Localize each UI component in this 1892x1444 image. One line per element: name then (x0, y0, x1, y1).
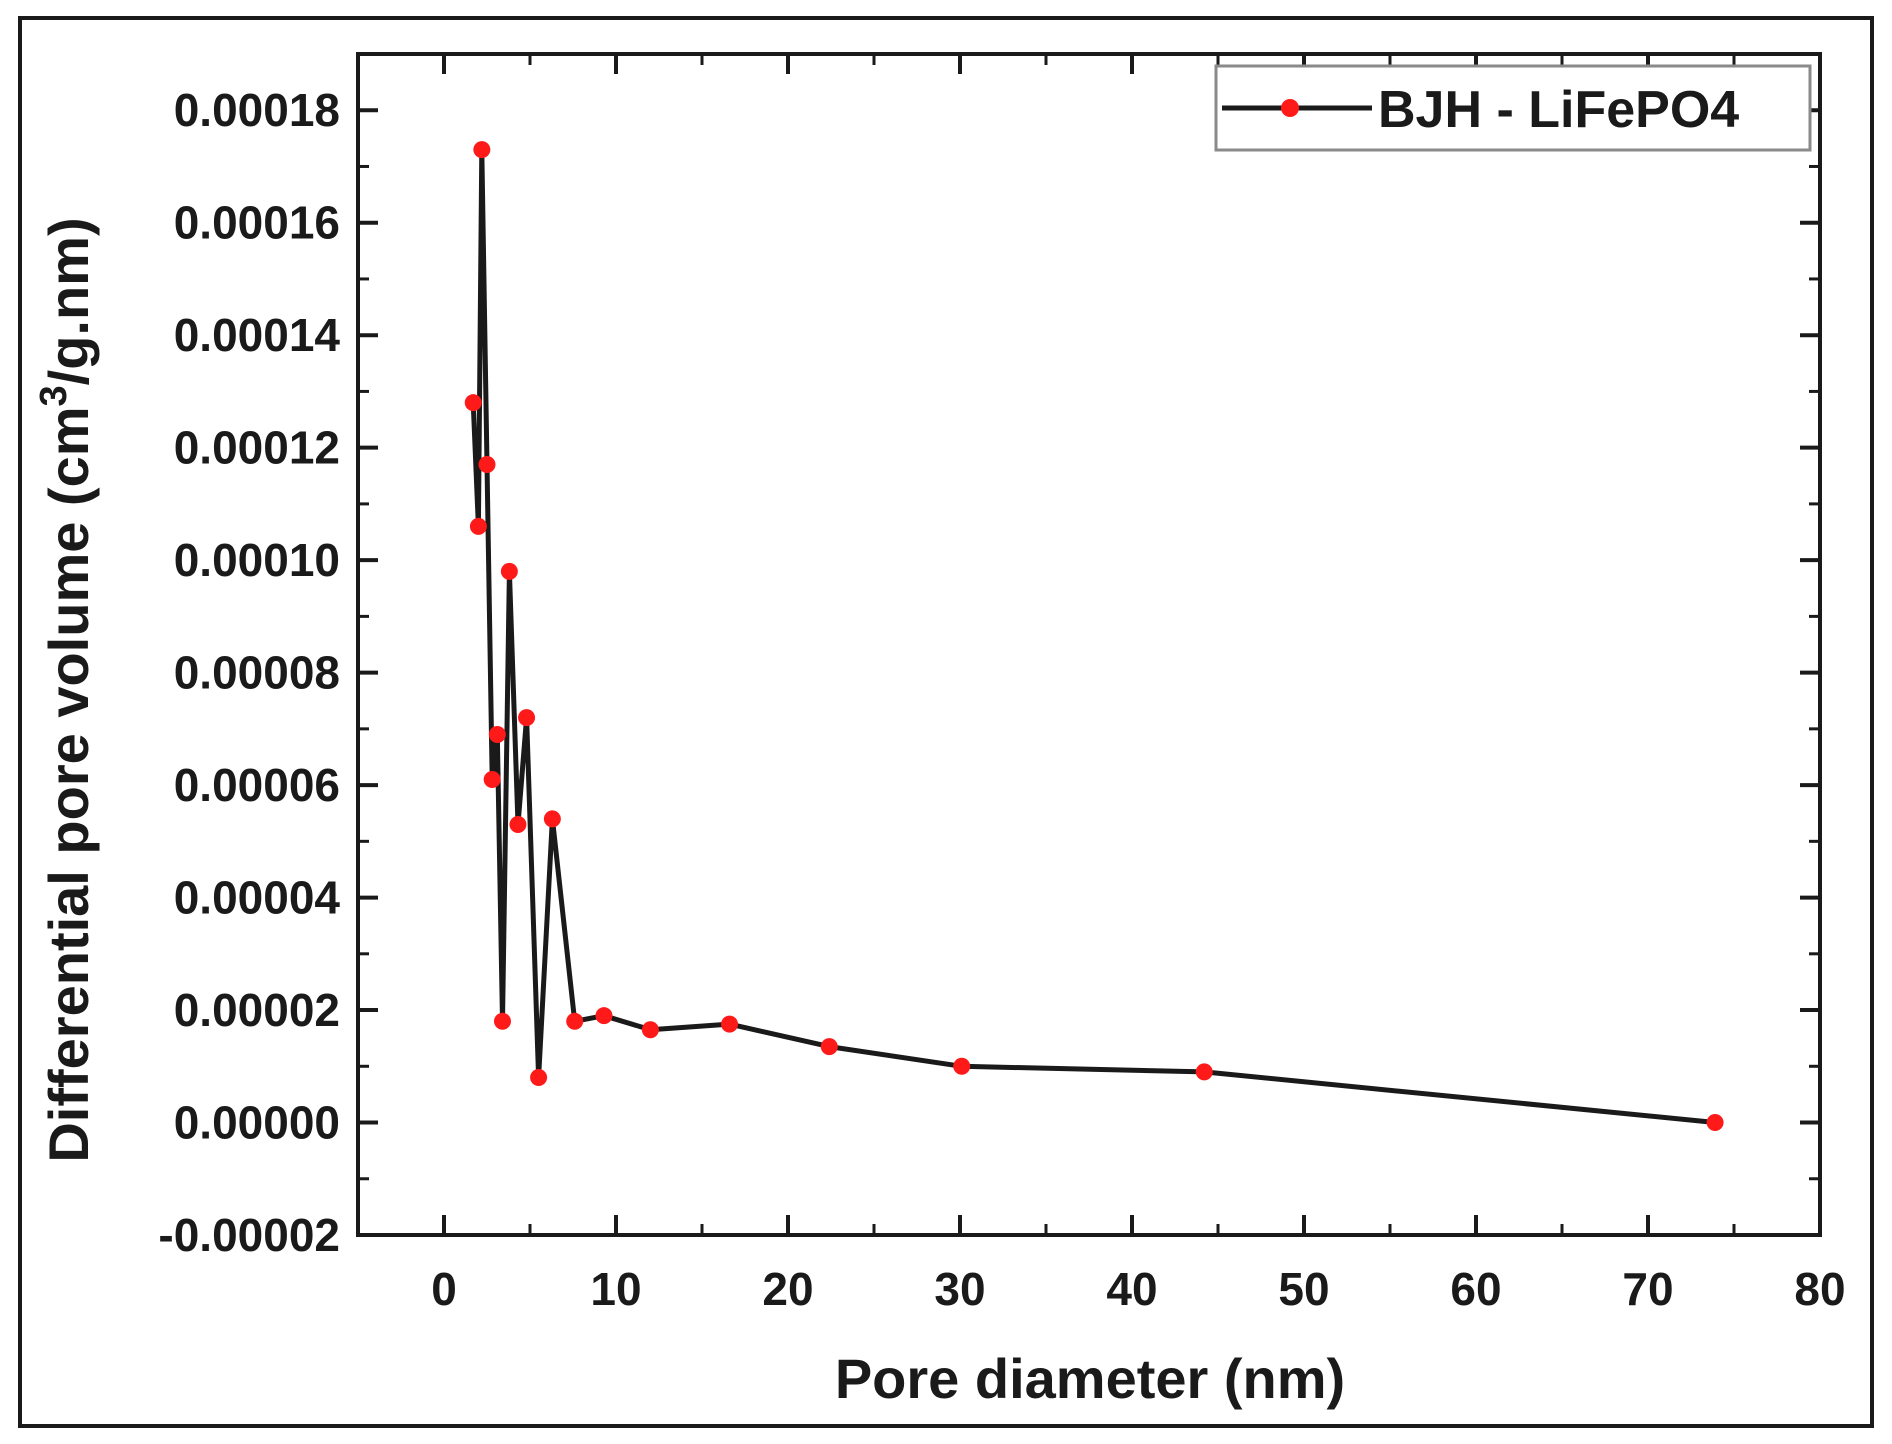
y-axis-title: Differential pore volume (cm3/g.nm) (33, 217, 100, 1162)
y-axis-ticks (358, 52, 1820, 1237)
x-axis-tick-labels: 0 10 20 30 40 50 60 70 80 (431, 1263, 1845, 1315)
x-axis-title: Pore diameter (nm) (835, 1347, 1345, 1410)
plot-frame (356, 52, 1822, 1237)
data-point (478, 456, 496, 474)
x-tick-label: 10 (590, 1263, 641, 1315)
data-point (595, 1007, 613, 1025)
plot-area-border (356, 52, 1822, 1237)
data-point (493, 1012, 511, 1030)
data-point (543, 810, 561, 828)
data-point (509, 815, 527, 833)
data-point (500, 562, 518, 580)
x-tick-label: 0 (431, 1263, 457, 1315)
y-axis-title-main: Differential pore volume (cm (37, 406, 100, 1162)
y-tick-label: 0.00000 (174, 1097, 340, 1149)
y-tick-label: 0.00004 (174, 872, 341, 924)
x-tick-label: 50 (1278, 1263, 1329, 1315)
data-point (483, 770, 501, 788)
y-tick-label: 0.00008 (174, 647, 340, 699)
y-axis-title-superscript: 3 (33, 385, 75, 406)
x-tick-label: 60 (1450, 1263, 1501, 1315)
y-axis-tick-labels: -0.00002 0.00000 0.00002 0.00004 0.00006 0.00… (158, 84, 340, 1261)
y-tick-label: -0.00002 (158, 1209, 340, 1261)
x-tick-label: 20 (762, 1263, 813, 1315)
series-line (470, 147, 1716, 1125)
data-point (473, 141, 491, 159)
data-point (464, 394, 482, 412)
data-point (488, 725, 506, 743)
data-point (1195, 1063, 1213, 1081)
y-tick-label: 0.00010 (174, 534, 340, 586)
data-point (953, 1057, 971, 1075)
y-tick-label: 0.00016 (174, 197, 340, 249)
y-tick-label: 0.00014 (174, 309, 341, 361)
y-tick-label: 0.00018 (174, 84, 340, 136)
data-point (820, 1038, 838, 1056)
x-tick-label: 70 (1622, 1263, 1673, 1315)
data-point (1706, 1114, 1724, 1132)
legend-marker-swatch (1281, 99, 1299, 117)
data-point (518, 709, 536, 727)
legend-label: BJH - LiFePO4 (1378, 81, 1739, 139)
y-axis-title-tail: /g.nm) (37, 217, 100, 385)
x-tick-label: 30 (934, 1263, 985, 1315)
data-point (721, 1015, 739, 1033)
x-tick-label: 80 (1794, 1263, 1845, 1315)
legend: BJH - LiFePO4 (1214, 64, 1812, 152)
data-point (530, 1069, 548, 1087)
x-tick-label: 40 (1106, 1263, 1157, 1315)
y-tick-label: 0.00006 (174, 759, 340, 811)
data-point (469, 517, 487, 535)
figure-border (18, 16, 1874, 1428)
data-point (641, 1021, 659, 1039)
y-tick-label: 0.00012 (174, 422, 340, 474)
data-point (566, 1012, 584, 1030)
y-tick-label: 0.00002 (174, 984, 340, 1036)
series-layer (464, 141, 1724, 1132)
